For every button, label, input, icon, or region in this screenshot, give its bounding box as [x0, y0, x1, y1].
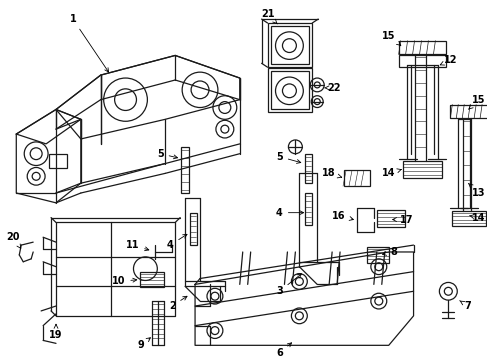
Bar	[270, 71, 308, 109]
Text: 1: 1	[69, 14, 108, 72]
Text: 18: 18	[322, 168, 341, 178]
Text: 13: 13	[468, 183, 485, 198]
Text: 6: 6	[276, 343, 291, 358]
Bar	[398, 55, 446, 67]
Text: 21: 21	[260, 9, 277, 24]
Text: 10: 10	[112, 276, 137, 287]
Bar	[451, 211, 485, 226]
Bar	[181, 147, 189, 193]
Text: 12: 12	[439, 55, 456, 66]
Bar	[449, 104, 488, 118]
Text: 15: 15	[468, 95, 485, 109]
Text: 3: 3	[276, 274, 301, 296]
Bar	[267, 23, 312, 67]
Text: 5: 5	[157, 149, 177, 159]
Text: 16: 16	[332, 211, 353, 221]
Text: 7: 7	[459, 301, 470, 311]
Bar	[344, 170, 369, 186]
Bar	[376, 210, 404, 228]
Bar	[267, 68, 312, 112]
Text: 4: 4	[276, 208, 303, 218]
Bar	[140, 272, 164, 287]
Text: 20: 20	[6, 232, 20, 248]
Bar	[305, 154, 312, 183]
Text: 17: 17	[392, 215, 412, 225]
Text: 11: 11	[125, 240, 148, 251]
Text: 4: 4	[166, 234, 186, 250]
Bar	[402, 161, 442, 178]
Text: 14: 14	[468, 212, 485, 222]
Text: 5: 5	[276, 152, 300, 163]
Text: 22: 22	[324, 83, 340, 93]
Bar	[49, 154, 67, 168]
Bar	[190, 213, 197, 245]
Text: 8: 8	[382, 247, 396, 257]
Text: 19: 19	[49, 324, 62, 341]
Text: 9: 9	[137, 338, 150, 350]
Bar	[305, 193, 312, 225]
Text: 14: 14	[381, 168, 401, 178]
Bar	[270, 26, 308, 64]
Text: 15: 15	[381, 31, 400, 45]
Bar	[366, 247, 388, 263]
Bar	[398, 41, 446, 54]
Text: 2: 2	[168, 296, 186, 311]
